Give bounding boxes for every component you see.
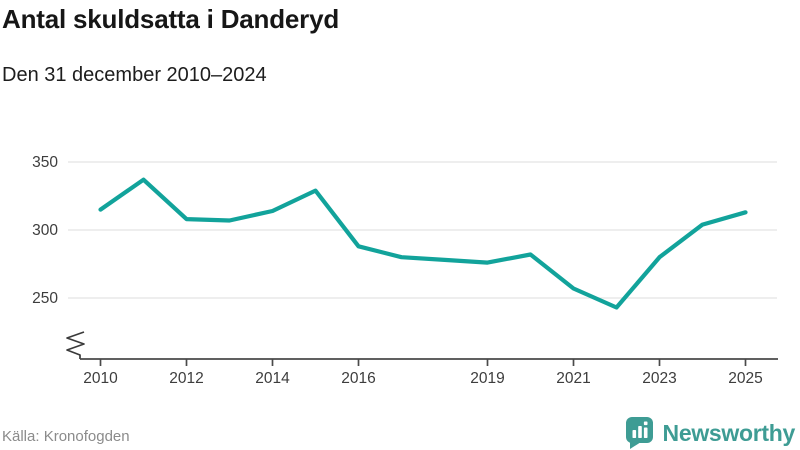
series-polyline bbox=[98, 177, 748, 310]
y-tick-label: 250 bbox=[32, 290, 58, 307]
brand-name: Newsworthy bbox=[662, 419, 796, 446]
y-axis-labels: 250 300 350 bbox=[32, 154, 58, 307]
x-tick-label: 2023 bbox=[642, 370, 676, 387]
y-tick-label: 300 bbox=[32, 222, 58, 239]
newsworthy-logo-icon bbox=[625, 417, 653, 449]
x-tick-label: 2010 bbox=[83, 370, 118, 387]
page-title: Antal skuldsatta i Danderyd bbox=[2, 4, 340, 34]
x-tick-label: 2012 bbox=[169, 370, 203, 387]
y-axis-break-icon bbox=[66, 331, 85, 359]
x-tick-label: 2021 bbox=[556, 370, 590, 387]
y-tick-label: 350 bbox=[32, 154, 58, 171]
x-tick-label: 2025 bbox=[728, 370, 762, 387]
trend-line bbox=[98, 177, 748, 310]
chart-subtitle: Den 31 december 2010–2024 bbox=[2, 64, 267, 86]
newsworthy-logo: Newsworthy bbox=[625, 416, 795, 450]
x-tick-label: 2019 bbox=[470, 370, 504, 387]
x-tick-label: 2014 bbox=[255, 370, 290, 387]
gridlines bbox=[68, 161, 777, 299]
axis-break-zigzag bbox=[66, 331, 85, 359]
source-caption: Källa: Kronofogden bbox=[2, 428, 130, 445]
x-tick-label: 2016 bbox=[341, 370, 375, 387]
x-axis: 2010 2012 2014 2016 2019 2021 2023 2025 bbox=[80, 358, 778, 387]
